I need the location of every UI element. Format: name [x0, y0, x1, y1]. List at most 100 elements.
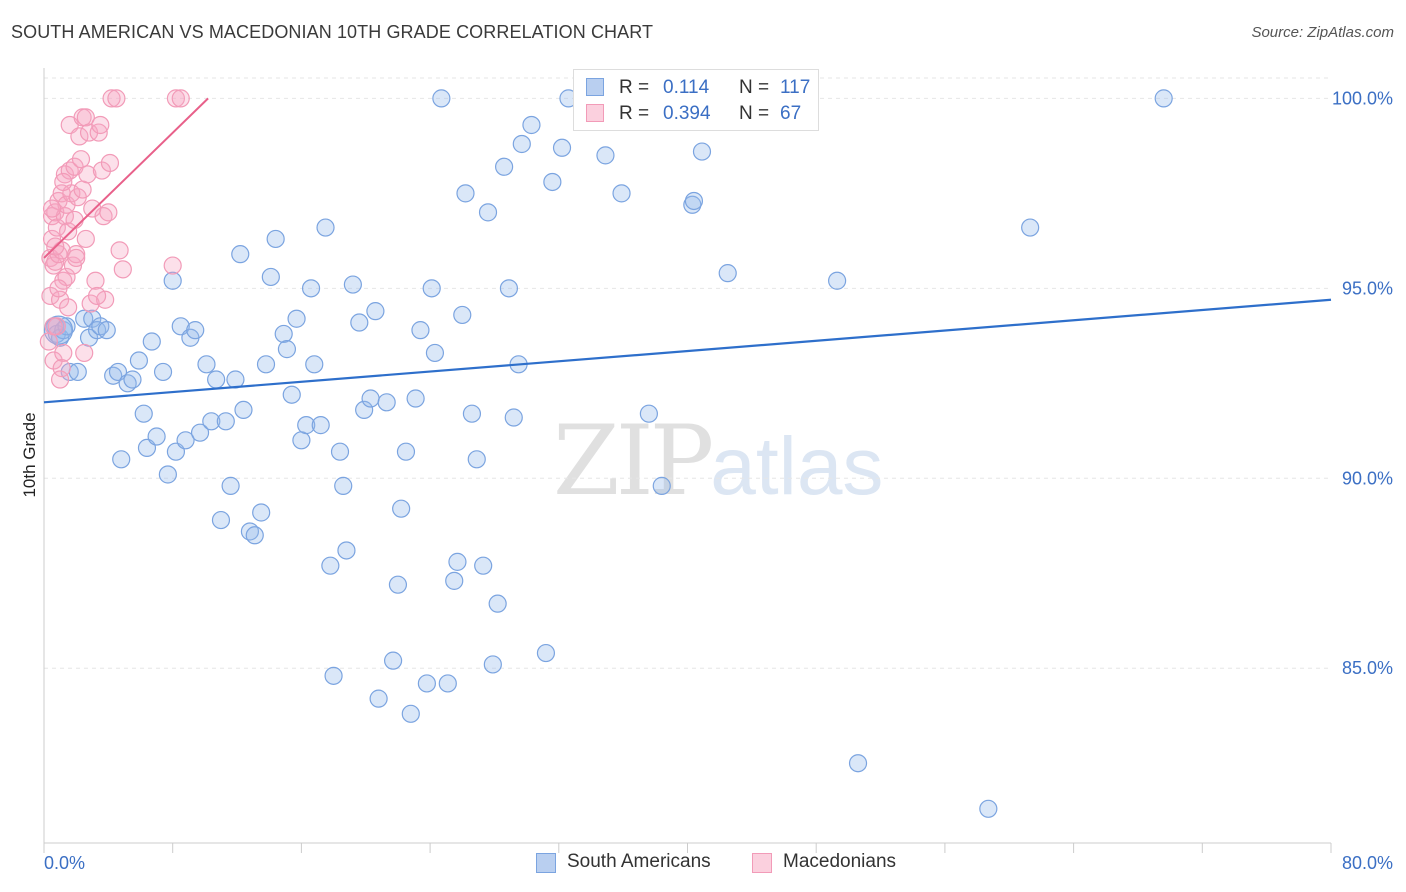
macedonians-point: [113, 260, 132, 279]
south-americans-point: [252, 503, 271, 522]
south-americans-point: [57, 317, 76, 336]
watermark: ZIPatlas: [553, 405, 883, 517]
south-americans-point: [448, 552, 467, 571]
south-americans-point: [245, 526, 264, 545]
macedonians-point: [42, 199, 62, 218]
south-americans-point: [684, 191, 704, 211]
south-americans-swatch: [586, 78, 604, 96]
south-americans-point: [401, 704, 420, 723]
south-americans-point: [261, 267, 280, 287]
south-americans-point: [512, 134, 531, 154]
south-americans-point: [543, 172, 562, 192]
south-americans-point: [153, 362, 173, 382]
south-americans-point: [639, 404, 658, 423]
south-americans-point: [134, 404, 153, 423]
south-americans-point: [474, 556, 493, 575]
macedonians-point: [89, 123, 108, 142]
south-americans-point: [292, 431, 311, 450]
south-americans-point: [282, 385, 301, 404]
south-americans-point: [478, 203, 498, 222]
south-americans-point: [158, 465, 177, 484]
south-americans-point: [396, 442, 416, 461]
south-americans-point: [495, 157, 514, 176]
south-americans-point: [311, 416, 330, 435]
south-americans-point: [256, 355, 276, 374]
south-americans-point: [467, 450, 486, 469]
south-americans-point: [234, 400, 253, 420]
macedonians-point: [70, 127, 89, 146]
macedonians-point: [87, 286, 107, 306]
south-americans-point: [186, 321, 205, 340]
south-americans-point: [226, 370, 245, 389]
south-americans-point: [612, 184, 631, 203]
south-americans-point: [207, 370, 226, 389]
south-americans-point: [462, 404, 482, 423]
south-americans-point: [522, 115, 541, 135]
south-americans-point: [718, 264, 737, 283]
south-americans-point: [197, 355, 216, 374]
south-americans-point: [979, 799, 998, 818]
y-tick-label: 95.0%: [1342, 278, 1393, 298]
macedonians-point: [75, 343, 94, 363]
x-tick-label-min: 0.0%: [44, 853, 85, 873]
south-americans-point: [425, 343, 445, 363]
macedonians-point: [59, 298, 78, 317]
south-americans-point: [266, 229, 285, 249]
south-americans-point: [324, 666, 343, 685]
south-americans-point: [68, 362, 87, 382]
south-americans-point: [417, 674, 436, 693]
y-tick-label: 100.0%: [1332, 88, 1393, 108]
n-label: N =: [739, 103, 770, 124]
chart-title: SOUTH AMERICAN VS MACEDONIAN 10TH GRADE …: [11, 22, 654, 42]
south-americans-point: [848, 754, 868, 773]
south-americans-point: [297, 416, 316, 435]
n-label: N =: [739, 77, 770, 98]
macedonians-point: [44, 317, 63, 336]
legend-label: South Americans: [567, 851, 711, 872]
south-americans-point: [190, 423, 210, 442]
macedonians-point: [86, 271, 105, 290]
south-americans-point: [392, 499, 411, 518]
south-americans-point: [343, 275, 362, 294]
south-americans-point: [596, 146, 615, 165]
macedonians-point: [49, 279, 68, 298]
macedonians-point: [65, 210, 84, 230]
r-value: 0.394: [663, 103, 711, 124]
south-americans-point: [445, 571, 464, 590]
r-label: R =: [619, 103, 650, 124]
macedonians-point: [99, 203, 118, 222]
n-value: 117: [780, 77, 811, 98]
macedonians-point: [171, 89, 190, 108]
macedonians-point: [39, 332, 58, 351]
south-americans-point: [305, 355, 324, 374]
south-americans-point: [202, 412, 221, 431]
south-americans-point: [536, 643, 556, 663]
south-americans-point: [321, 556, 340, 575]
macedonians-point: [76, 229, 95, 249]
macedonians-point: [54, 343, 73, 363]
south-americans-point: [453, 305, 472, 325]
south-americans-point: [123, 370, 142, 389]
macedonians-point: [102, 89, 121, 108]
macedonians-point: [163, 256, 182, 275]
south-americans-point: [411, 321, 430, 340]
south-americans-point: [142, 332, 161, 351]
watermark-zip: ZIP: [553, 405, 714, 517]
south-americans-point: [147, 427, 166, 446]
legend-label: Macedonians: [783, 851, 897, 872]
south-americans-point: [438, 674, 457, 693]
south-americans-point: [231, 245, 250, 264]
south-americans-point: [330, 442, 350, 461]
south-americans-point: [274, 324, 293, 344]
south-americans-point: [163, 271, 182, 290]
south-americans-point: [287, 309, 306, 328]
south-americans-point: [129, 351, 149, 370]
macedonians-point: [76, 108, 95, 127]
macedonians-point: [52, 359, 71, 378]
x-tick-label-max: 80.0%: [1342, 853, 1393, 873]
south-americans-point: [388, 575, 408, 594]
south-americans-point: [828, 271, 847, 290]
macedonians-swatch: [586, 104, 604, 122]
south-americans-point: [652, 476, 671, 495]
